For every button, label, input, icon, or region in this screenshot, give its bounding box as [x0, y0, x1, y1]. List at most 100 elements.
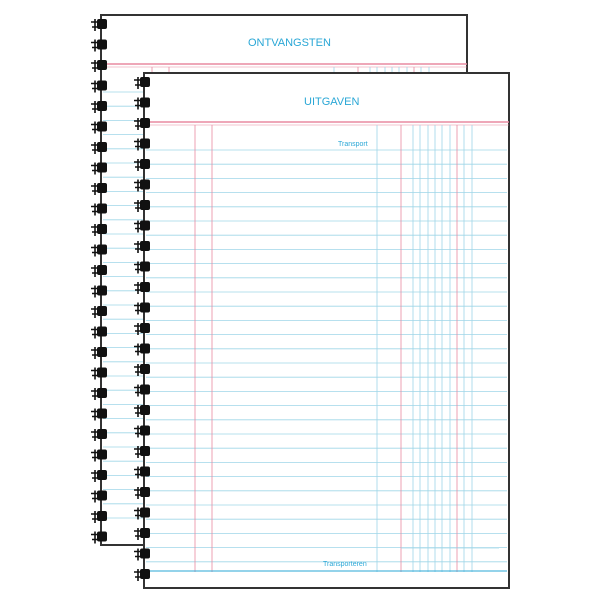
back-spiral-wire	[91, 347, 99, 359]
front-spiral-coil	[140, 343, 150, 354]
front-spiral-coil	[140, 528, 150, 538]
back-spiral-coil	[97, 39, 107, 50]
back-spiral-wire	[91, 388, 99, 400]
front-spiral-coil	[140, 77, 150, 87]
back-spiral-wire	[91, 80, 99, 93]
front-spiral-wire	[134, 343, 142, 356]
back-spiral-wire	[91, 511, 99, 523]
front-spiral-wire	[134, 179, 142, 192]
back-spiral-coil	[97, 80, 107, 91]
front-spiral-coil	[140, 507, 150, 518]
front-spiral-coil	[140, 97, 150, 108]
front-spiral-wire	[134, 425, 142, 438]
front-spiral-wire	[134, 200, 142, 212]
back-spiral-coil	[97, 511, 107, 521]
back-spiral-wire	[91, 470, 99, 482]
back-spiral-wire	[91, 326, 99, 339]
front-spiral-coil	[140, 261, 150, 272]
back-spiral-wire	[91, 265, 99, 277]
back-spiral-coil	[97, 367, 107, 378]
front-spiral-wire	[134, 261, 142, 274]
back-spiral-wire	[91, 183, 99, 195]
front-spiral-coil	[140, 241, 150, 251]
front-spiral-coil	[140, 405, 150, 415]
front-spiral-coil	[140, 282, 150, 292]
back-spiral-wire	[91, 162, 99, 175]
front-spiral-wire	[134, 77, 142, 89]
back-spiral-coil	[97, 429, 107, 439]
back-spiral-coil	[97, 265, 107, 275]
back-spiral-wire	[91, 39, 99, 52]
front-spiral-wire	[134, 466, 142, 479]
back-spiral-wire	[91, 224, 99, 236]
front-spiral-coil	[140, 138, 150, 149]
back-notebook-title: ONTVANGSTEN	[248, 37, 331, 49]
back-spiral-coil	[97, 19, 107, 29]
back-spiral-coil	[97, 388, 107, 398]
front-spiral-wire	[134, 282, 142, 294]
front-spiral-coil	[140, 569, 150, 579]
transporteren-label: Transporteren	[323, 561, 367, 568]
front-spiral-coil	[140, 118, 150, 128]
back-spiral-wire	[91, 142, 99, 154]
front-page	[143, 72, 510, 589]
back-spiral-wire	[91, 244, 99, 257]
back-spiral-wire	[91, 367, 99, 380]
back-spiral-wire	[91, 203, 99, 216]
back-spiral-wire	[91, 449, 99, 462]
front-spiral-wire	[134, 118, 142, 130]
front-spiral-coil	[140, 466, 150, 477]
back-spiral-coil	[97, 224, 107, 234]
back-spiral-coil	[97, 326, 107, 337]
back-spiral-coil	[97, 531, 107, 542]
back-spiral-wire	[91, 408, 99, 421]
back-spiral-coil	[97, 60, 107, 70]
front-spiral-wire	[134, 138, 142, 151]
front-spiral-coil	[140, 548, 150, 559]
front-spiral-wire	[134, 97, 142, 110]
back-spiral-coil	[97, 490, 107, 501]
front-spiral-wire	[134, 220, 142, 233]
front-spiral-coil	[140, 220, 150, 231]
front-spiral-wire	[134, 323, 142, 335]
back-spiral-wire	[91, 429, 99, 441]
front-spiral-coil	[140, 159, 150, 169]
back-spiral-coil	[97, 162, 107, 173]
front-spiral-wire	[134, 446, 142, 458]
front-spiral-coil	[140, 446, 150, 456]
front-spiral-wire	[134, 528, 142, 540]
front-spiral-wire	[134, 384, 142, 397]
back-spiral-wire	[91, 101, 99, 113]
front-spiral-coil	[140, 487, 150, 497]
back-spiral-coil	[97, 449, 107, 460]
back-spiral-wire	[91, 531, 99, 544]
front-spiral-coil	[140, 364, 150, 374]
front-spiral-coil	[140, 179, 150, 190]
front-spiral-wire	[134, 364, 142, 376]
front-spiral-coil	[140, 384, 150, 395]
back-spiral-wire	[91, 285, 99, 298]
back-spiral-wire	[91, 490, 99, 503]
back-spiral-coil	[97, 142, 107, 152]
back-spiral-coil	[97, 306, 107, 316]
front-spiral-wire	[134, 405, 142, 417]
back-spiral-coil	[97, 121, 107, 132]
transport-label: Transport	[338, 141, 368, 148]
back-spiral-wire	[91, 306, 99, 318]
back-spiral-wire	[91, 121, 99, 134]
back-spiral-coil	[97, 244, 107, 255]
front-spiral-wire	[134, 487, 142, 499]
front-spiral-coil	[140, 425, 150, 436]
front-spiral-wire	[134, 507, 142, 520]
front-spiral-wire	[134, 302, 142, 315]
back-spiral-wire	[91, 60, 99, 72]
front-spiral-coil	[140, 200, 150, 210]
front-spiral-wire	[134, 548, 142, 561]
back-spiral-wire	[91, 19, 99, 31]
back-spiral-coil	[97, 203, 107, 214]
back-spiral-coil	[97, 408, 107, 419]
front-spiral-coil	[140, 302, 150, 313]
front-spiral-coil	[140, 323, 150, 333]
front-spiral-wire	[134, 241, 142, 253]
